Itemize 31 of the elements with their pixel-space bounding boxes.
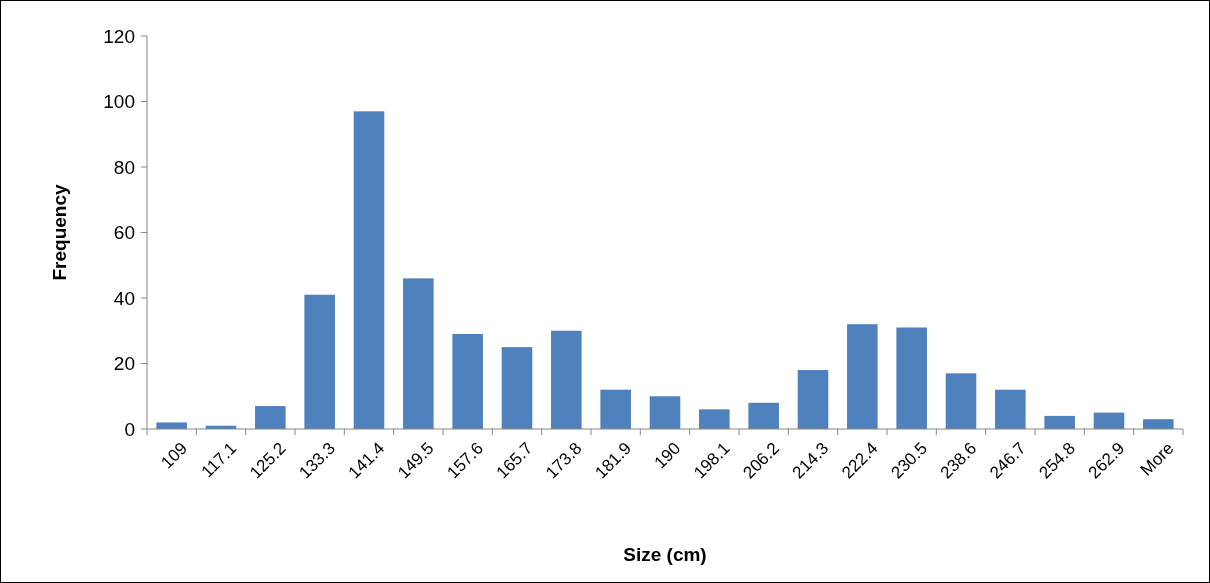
bar bbox=[255, 406, 286, 429]
y-tick-label: 100 bbox=[103, 91, 135, 113]
bar bbox=[304, 294, 335, 429]
bar bbox=[1044, 415, 1075, 429]
bar bbox=[1143, 419, 1174, 429]
bar bbox=[501, 347, 533, 429]
y-tick-label: 120 bbox=[103, 25, 135, 47]
bar bbox=[156, 422, 187, 429]
bar bbox=[847, 324, 878, 429]
bar bbox=[797, 370, 829, 429]
bar bbox=[1093, 412, 1125, 429]
bar bbox=[945, 373, 977, 429]
bar bbox=[403, 278, 434, 429]
bar bbox=[551, 330, 582, 429]
bar bbox=[699, 409, 730, 429]
x-tick-label: 190 bbox=[650, 438, 685, 473]
bar bbox=[995, 389, 1026, 429]
y-tick-label: 80 bbox=[113, 156, 135, 178]
y-tick-label: 60 bbox=[113, 222, 135, 244]
bar bbox=[600, 389, 631, 429]
bar bbox=[649, 396, 681, 429]
x-axis-title: Size (cm) bbox=[623, 544, 707, 565]
bar bbox=[896, 327, 927, 429]
bar bbox=[452, 334, 483, 429]
y-tick-label: 20 bbox=[113, 353, 135, 375]
x-tick-label: 109 bbox=[157, 438, 191, 473]
y-axis-title: Frequency bbox=[49, 184, 70, 281]
y-tick-label: 40 bbox=[113, 287, 135, 309]
y-tick-label: 0 bbox=[124, 418, 135, 440]
bar bbox=[353, 111, 385, 429]
bar bbox=[748, 402, 779, 429]
